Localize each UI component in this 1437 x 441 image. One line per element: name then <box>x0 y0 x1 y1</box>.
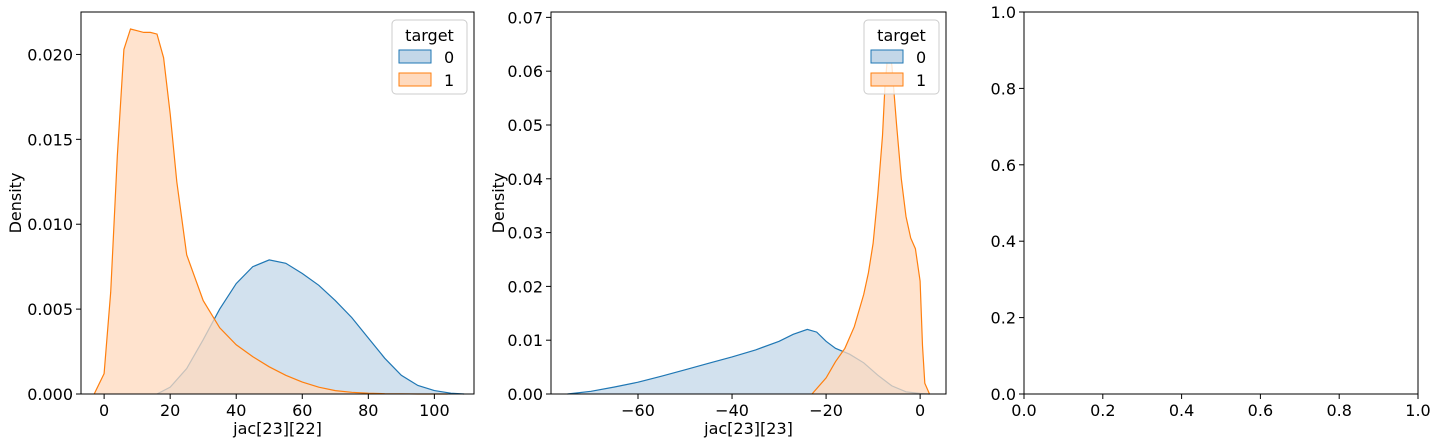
y-tick-label: 0.05 <box>507 116 543 135</box>
x-tick-label: 0.2 <box>1090 401 1115 420</box>
y-tick-label: 0.0 <box>991 385 1016 404</box>
y-axis-label: Density <box>489 173 508 234</box>
x-tick-label: 0.6 <box>1248 401 1273 420</box>
legend: target 0 1 <box>391 19 468 95</box>
x-tick-label: 0 <box>915 401 925 420</box>
legend-swatch-0 <box>398 49 432 64</box>
x-tick-label: 40 <box>226 401 246 420</box>
subplot-2: −60 −40 −20 0 0.00 0.01 0.02 0.03 0.04 0.05 0.06 0.… <box>489 8 947 438</box>
x-tick-label: 100 <box>419 401 450 420</box>
x-axis-label: jac[23][22] <box>232 419 322 438</box>
y-tick-label: 0.015 <box>27 130 73 149</box>
y-tick-label: 0.2 <box>991 309 1016 328</box>
x-tick-label: 0 <box>99 401 109 420</box>
y-tick-label: 0.000 <box>27 385 73 404</box>
x-tick-label: 60 <box>292 401 312 420</box>
subplot-1: 0 20 40 60 80 100 0.000 0.005 0.010 0.015 0.020 jac… <box>6 11 475 438</box>
x-axis-label: jac[23][23] <box>703 419 793 438</box>
x-tick-label: 20 <box>160 401 180 420</box>
x-tick-label: 0.0 <box>1011 401 1036 420</box>
axes-frame <box>550 11 947 395</box>
y-tick-label: 0.020 <box>27 45 73 64</box>
legend-title: target <box>877 26 926 45</box>
y-tick-label: 0.04 <box>507 170 543 189</box>
y-tick-label: 0.03 <box>507 224 543 243</box>
x-tick-label: 1.0 <box>1405 401 1430 420</box>
legend-label-1: 1 <box>444 71 454 90</box>
y-tick-label: 0.06 <box>507 62 543 81</box>
y-tick-label: 0.8 <box>991 79 1016 98</box>
series-1-area <box>812 49 930 394</box>
axes-frame <box>1023 11 1419 395</box>
legend-label-0: 0 <box>444 48 454 67</box>
x-tick-label: 0.4 <box>1169 401 1194 420</box>
legend-label-1: 1 <box>916 71 926 90</box>
x-tick-label: 0.8 <box>1326 401 1351 420</box>
y-tick-label: 0.07 <box>507 8 543 27</box>
y-tick-label: 0.4 <box>991 232 1016 251</box>
x-tick-label: −40 <box>715 401 749 420</box>
y-tick-label: 0.6 <box>991 156 1016 175</box>
y-tick-label: 0.00 <box>507 385 543 404</box>
x-tick-label: −20 <box>809 401 843 420</box>
legend-label-0: 0 <box>916 48 926 67</box>
legend-swatch-0 <box>870 49 904 64</box>
y-axis-label: Density <box>6 173 25 234</box>
y-tick-label: 0.01 <box>507 331 543 350</box>
x-tick-label: −60 <box>621 401 655 420</box>
y-tick-label: 1.0 <box>991 3 1016 22</box>
y-tick-label: 0.010 <box>27 215 73 234</box>
legend-title: target <box>405 26 454 45</box>
y-tick-label: 0.02 <box>507 277 543 296</box>
legend-swatch-1 <box>398 72 432 87</box>
series-1-area <box>94 29 448 394</box>
axes-frame <box>80 11 475 395</box>
x-tick-label: 80 <box>358 401 378 420</box>
y-tick-label: 0.005 <box>27 300 73 319</box>
subplot-3: 0.0 0.2 0.4 0.6 0.8 1.0 0.0 0.2 0.4 0.6 0.8 1.0 <box>991 3 1431 420</box>
series-1-line <box>93 28 448 395</box>
legend-swatch-1 <box>870 72 904 87</box>
legend: target 0 1 <box>863 19 940 95</box>
